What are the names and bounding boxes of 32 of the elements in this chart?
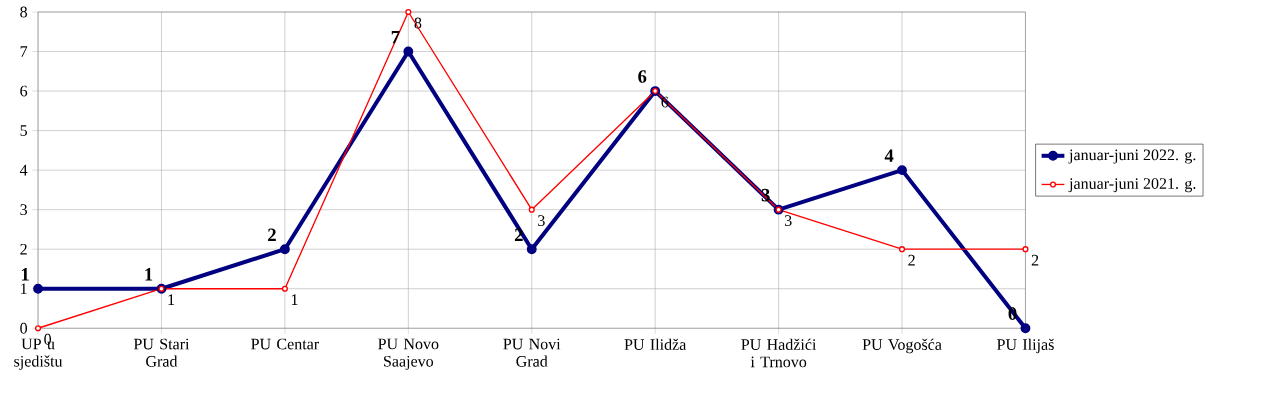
y-tick-label: 7 (20, 46, 28, 57)
data-label: 2 (268, 228, 276, 241)
y-tick-label: 5 (20, 125, 28, 136)
data-label: 6 (661, 96, 669, 108)
x-tick-label: PU Ilijaš (997, 338, 1054, 354)
data-label: 1 (291, 294, 298, 305)
x-tick-label: PU Stari Grad (133, 338, 190, 367)
data-label: 3 (784, 215, 792, 226)
y-tick-label: 0 (20, 322, 28, 334)
data-label: 1 (145, 267, 153, 281)
legend-label: januar-juni 2021. g. (1068, 177, 1196, 193)
x-tick-label: PU Ilidža (624, 338, 687, 350)
y-tick-label: 8 (20, 6, 28, 18)
x-tick-label: PU Novo Saajevo (378, 338, 439, 370)
x-tick-label: PU Vogošća (862, 338, 942, 354)
legend-label: januar-juni 2022. g. (1068, 149, 1196, 164)
y-tick-label: 4 (19, 164, 28, 176)
y-tick-label: 1 (21, 283, 27, 294)
data-label: 2 (1031, 254, 1039, 266)
data-label: 8 (414, 17, 422, 29)
data-label: 2 (908, 254, 915, 266)
data-label: 1 (168, 294, 175, 305)
data-label: 6 (638, 70, 647, 83)
data-label: 3 (538, 215, 545, 226)
y-tick-label: 3 (20, 204, 28, 215)
data-label: 3 (761, 188, 770, 202)
data-label: 4 (884, 149, 894, 162)
x-tick-label: PU Novi Grad (503, 338, 561, 367)
y-tick-label: 6 (20, 85, 28, 97)
x-tick-label: PU Centar (251, 338, 319, 350)
y-tick-label: 2 (20, 243, 27, 255)
x-tick-label: PU Hadžići i Trnovo (741, 338, 817, 368)
